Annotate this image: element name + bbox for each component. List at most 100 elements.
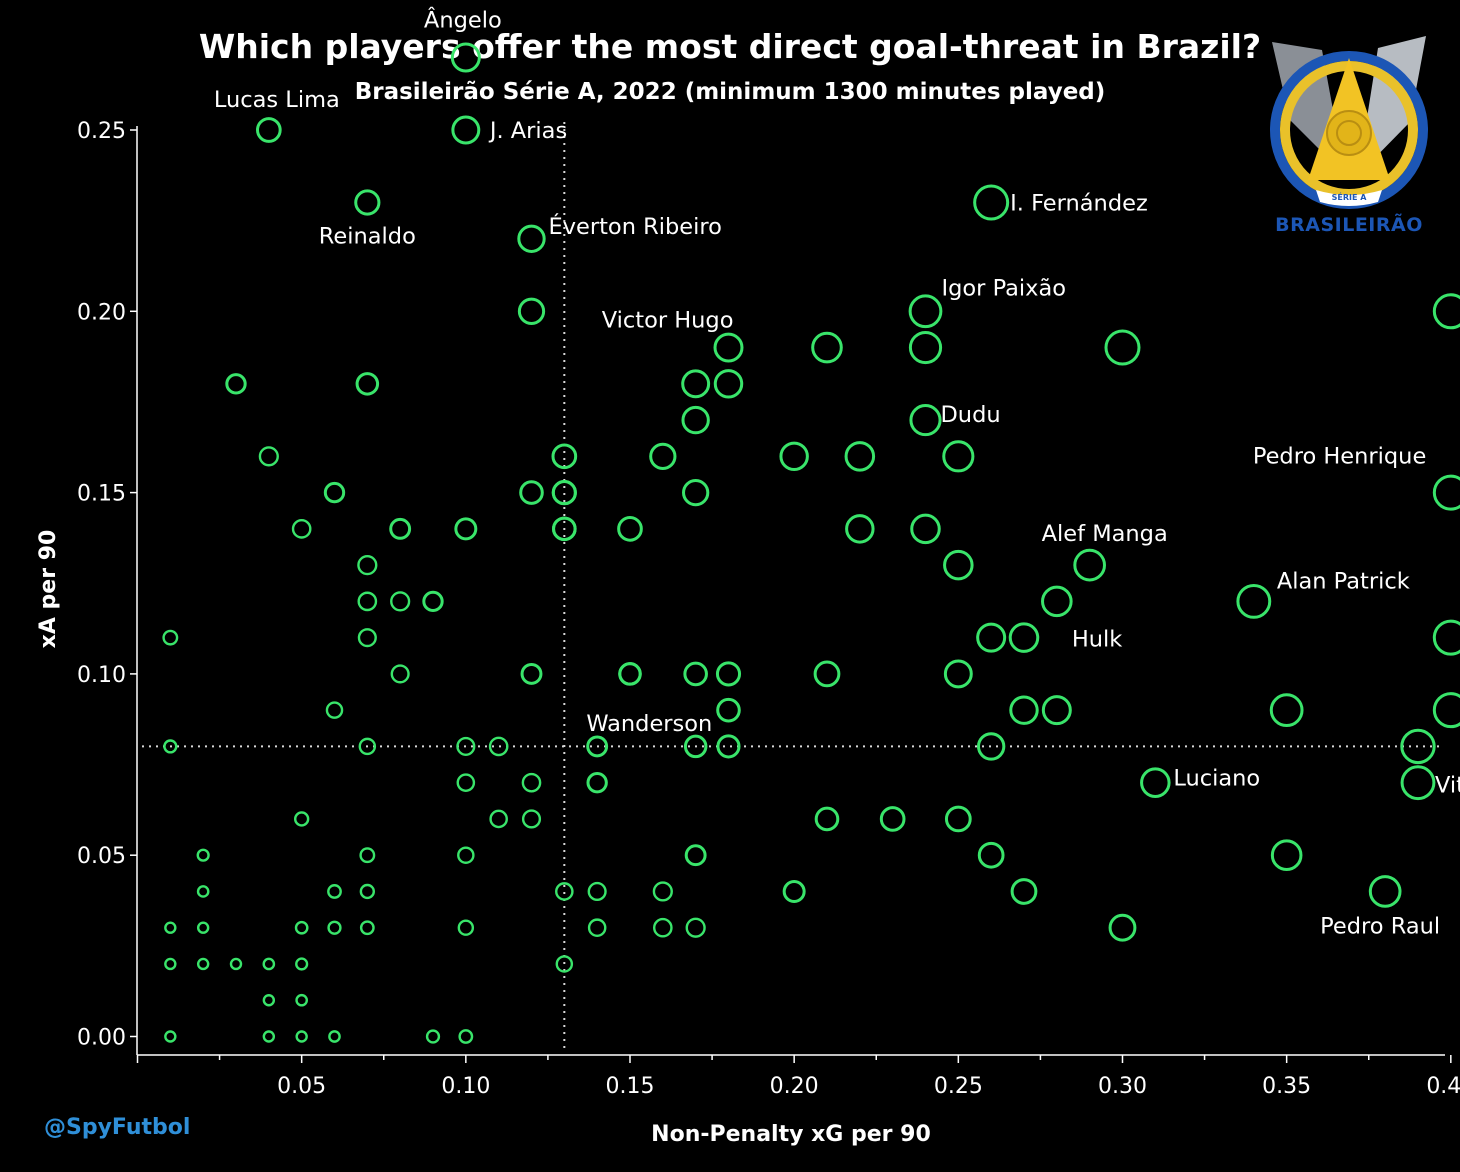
labeled-point: [552, 516, 577, 542]
x-tick-label: 0.15: [606, 1074, 655, 1099]
scatter-point: [422, 590, 444, 613]
player-label: Éverton Ribeiro: [548, 212, 721, 240]
player-label: Alef Manga: [1042, 521, 1168, 547]
scatter-point: [262, 957, 276, 971]
scatter-point: [258, 446, 279, 467]
logo-badge-text: SÉRIE A: [1332, 191, 1368, 202]
scatter-point: [456, 736, 476, 756]
scatter-point: [389, 517, 412, 540]
scatter-point: [323, 481, 346, 504]
scatter-point: [1108, 913, 1137, 942]
labeled-point: [1236, 583, 1272, 619]
y-tick-label: 0.10: [77, 663, 126, 688]
scatter-point: [844, 441, 876, 472]
scatter-point: [293, 811, 310, 827]
scatter-point: [587, 918, 607, 938]
scatter-point: [196, 848, 210, 862]
player-label: J. Arias: [488, 118, 567, 144]
scatter-point: [521, 772, 542, 793]
scatter-point: [811, 331, 843, 364]
scatter-point: [164, 957, 177, 971]
chart-subtitle: Brasileirão Série A, 2022 (minimum 1300 …: [355, 79, 1106, 105]
player-label: Lucas Lima: [214, 87, 340, 113]
labeled-point: [1368, 875, 1402, 908]
y-axis-label: xA per 90: [36, 530, 61, 649]
player-label: Victor Hugo: [602, 308, 734, 334]
labeled-point: [973, 184, 1010, 221]
labeled-point: [909, 404, 942, 437]
scatter-point: [551, 480, 577, 506]
scatter-point: [555, 955, 574, 973]
scatter-point: [163, 739, 178, 754]
scatter-point: [390, 664, 410, 684]
scatter-point: [682, 478, 710, 507]
scatter-point: [1008, 622, 1040, 653]
scatter-point: [1270, 839, 1303, 872]
scatter-point: [359, 847, 376, 864]
scatter-point: [390, 591, 411, 612]
labeled-point: [1432, 474, 1460, 511]
chart-title: Which players offer the most direct goal…: [199, 27, 1261, 66]
scatter-point: [681, 405, 710, 435]
player-label: Hulk: [1072, 626, 1122, 652]
labeled-point: [1432, 293, 1460, 330]
scatter-point: [358, 737, 377, 756]
scatter-points: [162, 42, 1460, 1044]
scatter-point: [295, 1030, 308, 1043]
x-tick-label: 0.35: [1262, 1074, 1311, 1099]
scatter-point: [327, 884, 342, 899]
scatter-point: [944, 805, 972, 833]
scatter-point: [716, 697, 741, 723]
scatter-point: [977, 841, 1005, 869]
scatter-point: [908, 330, 943, 365]
reference-lines: [142, 122, 1442, 1050]
player-label: Vitor Roque: [1435, 773, 1460, 799]
scatter-point: [294, 920, 309, 935]
scatter-point: [713, 369, 744, 399]
labeled-point: [1432, 692, 1460, 729]
logo-text: BRASILEIRÃO: [1275, 212, 1423, 236]
scatter-point: [520, 662, 543, 685]
player-label: Pedro Henrique: [1253, 444, 1426, 470]
scatter-point: [196, 921, 210, 934]
scatter-point: [879, 806, 906, 832]
scatter-point: [457, 846, 475, 864]
player-label: Ângelo: [424, 5, 502, 33]
labeled-point: [1432, 619, 1460, 656]
scatter-point: [1010, 878, 1038, 905]
labeled-point: [451, 115, 481, 145]
scatter-point: [327, 920, 342, 935]
credit-handle: @SpyFutbol: [44, 1115, 190, 1140]
labeled-point: [517, 224, 546, 253]
scatter-point: [295, 957, 309, 971]
scatter-point: [262, 1030, 276, 1043]
scatter-point: [164, 1030, 177, 1043]
scatter-point: [162, 629, 179, 646]
player-label: Pedro Raul: [1320, 913, 1440, 939]
scatter-point: [229, 957, 243, 971]
scatter-point: [454, 517, 478, 541]
x-tick-label: 0.05: [277, 1074, 326, 1099]
scatter-point: [196, 885, 210, 898]
player-label: Luciano: [1173, 766, 1260, 792]
labeled-point: [354, 189, 381, 216]
point-labels: G. De ArrascaetaGustavo ScarpaÉvertonÂng…: [214, 5, 1460, 939]
scatter-point: [225, 373, 247, 395]
labeled-point: [256, 117, 282, 143]
x-tick-label: 0.25: [934, 1074, 983, 1099]
scatter-point: [357, 591, 378, 612]
scatter-point: [519, 480, 544, 505]
scatter-point: [715, 661, 742, 687]
y-tick-label: 0.25: [77, 119, 126, 144]
y-tick-label: 0.05: [77, 844, 126, 869]
y-axis-ticks: 0.000.050.100.150.200.250.300.350.400.45…: [77, 119, 137, 1051]
scatter-point: [681, 369, 711, 399]
x-tick-label: 0.40: [1426, 1074, 1460, 1099]
scatter-point: [355, 372, 380, 396]
scatter-point: [291, 519, 312, 539]
x-tick-label: 0.20: [770, 1074, 819, 1099]
scatter-point: [262, 994, 276, 1007]
scatter-point: [1009, 695, 1039, 725]
scatter-point: [782, 879, 806, 903]
scatter-point: [1041, 695, 1072, 726]
